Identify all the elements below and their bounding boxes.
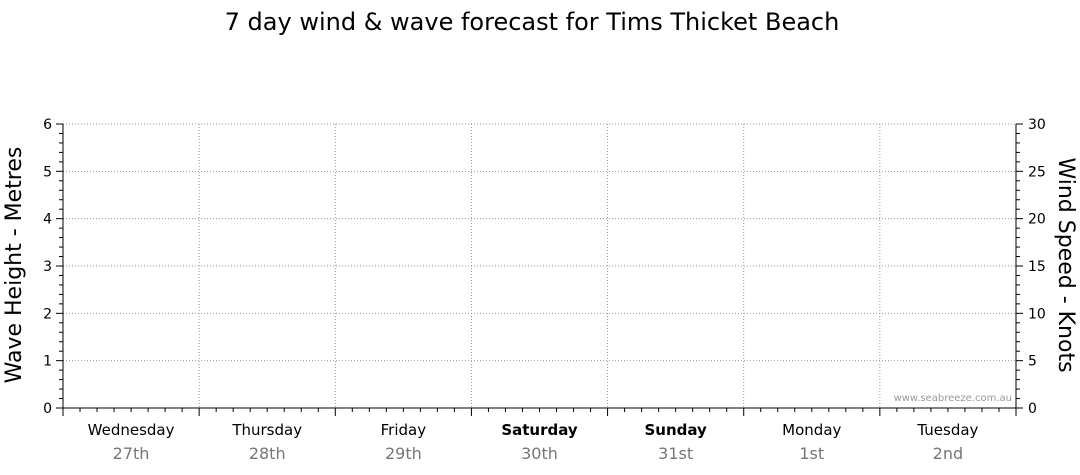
watermark-text: www.seabreeze.com.au	[894, 393, 1012, 404]
date-label: 30th	[521, 444, 558, 463]
day-label: Sunday	[644, 421, 707, 439]
labels-layer: 0 1 2 3 4 5 6 0 5 10 15 20 25 30 Wednesday 27th Thursday…	[43, 117, 1046, 463]
left-tick-label: 0	[43, 401, 52, 417]
right-tick-label: 10	[1028, 306, 1046, 322]
right-tick-label: 0	[1028, 401, 1037, 417]
grid-layer	[63, 123, 1016, 408]
date-label: 27th	[113, 444, 150, 463]
right-tick-label: 30	[1028, 117, 1046, 133]
day-label: Monday	[782, 421, 841, 439]
day-label: Saturday	[501, 421, 578, 439]
left-axis-title: Wave Height - Metres	[2, 147, 27, 384]
right-tick-label: 5	[1028, 354, 1037, 370]
right-tick-label: 20	[1028, 212, 1046, 228]
day-label: Tuesday	[916, 421, 978, 439]
left-tick-label: 1	[43, 354, 52, 370]
right-tick-label: 25	[1028, 164, 1046, 180]
date-label: 31st	[658, 444, 693, 463]
left-tick-label: 5	[43, 164, 52, 180]
axes-layer	[56, 123, 1023, 416]
chart-title: 7 day wind & wave forecast for Tims Thic…	[225, 8, 840, 36]
left-tick-label: 2	[43, 306, 52, 322]
right-tick-label: 15	[1028, 259, 1046, 275]
date-label: 1st	[799, 444, 824, 463]
left-tick-label: 3	[43, 259, 52, 275]
date-label: 2nd	[933, 444, 963, 463]
left-tick-label: 4	[43, 212, 52, 228]
left-tick-label: 6	[43, 117, 52, 133]
day-label: Thursday	[231, 421, 302, 439]
day-label: Friday	[381, 421, 427, 439]
date-label: 29th	[385, 444, 422, 463]
right-axis-title: Wind Speed - Knots	[1053, 157, 1078, 372]
date-label: 28th	[249, 444, 286, 463]
day-label: Wednesday	[88, 421, 175, 439]
